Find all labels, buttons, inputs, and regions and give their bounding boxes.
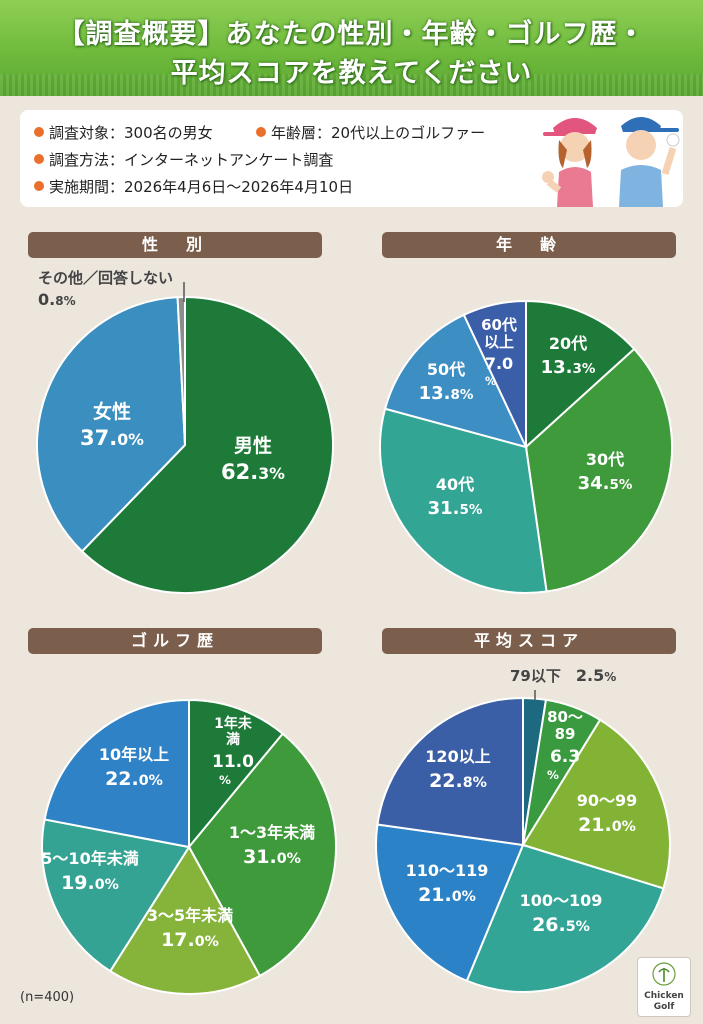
category-label: 10年以上: [99, 745, 169, 764]
pie-slice: [521, 718, 671, 890]
pie-chart-gender: 男性 62.3% 女性 37.0% その他／回答しない 0.8%: [36, 269, 334, 594]
value-label: 37.0%: [80, 426, 144, 450]
survey-target: 調査対象：300名の男女: [34, 122, 213, 143]
value-label: 21.0%: [578, 814, 636, 836]
survey-info-box: 調査対象：300名の男女 年齢層：20代以上のゴルファー 調査方法：インターネッ…: [20, 110, 683, 207]
category-label: 3〜5年未満: [147, 906, 233, 925]
category-label: 80〜 89: [547, 708, 583, 743]
value-label: 34.5%: [578, 473, 633, 494]
logo-text-line2: Golf: [654, 1002, 675, 1012]
category-label: 1年未満: [214, 715, 253, 748]
value-label: 7.0: [485, 354, 513, 373]
sample-size-note: (n=400): [20, 990, 75, 1005]
golfers-illustration: [542, 117, 680, 207]
page-title-line2: 平均スコアを教えてください: [170, 58, 533, 89]
category-label: 女性: [93, 400, 131, 423]
pie-slice: [465, 843, 665, 993]
value-label: 62.3%: [221, 460, 285, 484]
pie-slice: [176, 295, 186, 446]
pie-slice: [187, 732, 337, 978]
category-label: 110〜119: [406, 861, 489, 880]
pie-chart-golf-history: 1年未満 11.0% 1〜3年未満 31.0% 3〜5年未満 17.0% 5〜10年未満 19…: [41, 698, 337, 995]
category-label: 男性: [234, 434, 272, 457]
pie-chart-age: 20代 13.3% 30代 34.5% 40代 31.5% 50代 13.8% 60代以上 7.0…: [379, 299, 673, 594]
value-label: 6.3: [550, 747, 580, 767]
category-label: 5〜10年未満: [41, 849, 138, 868]
chicken-golf-logo: Chicken Golf: [637, 957, 691, 1017]
pie-slice: [188, 698, 285, 850]
section-title-average-score: 平均スコア: [382, 628, 676, 654]
value-label: 13.8%: [419, 383, 474, 404]
value-label: 13.3%: [541, 357, 596, 378]
value-label: 31.5%: [428, 498, 483, 519]
category-label: 90〜99: [577, 791, 638, 810]
category-label: 60代以上: [481, 316, 517, 351]
value-label: 19.0%: [61, 872, 119, 894]
pie-slice: [375, 823, 525, 983]
category-label: 40代: [436, 475, 474, 494]
value-label: 21.0%: [418, 884, 476, 906]
header-banner: 【調査概要】あなたの性別・年齢・ゴルフ歴・ 平均スコアを教えてください: [0, 0, 703, 96]
category-label: その他／回答しない: [38, 269, 173, 287]
pie-slice: [376, 696, 524, 847]
category-label: 120以上: [425, 747, 490, 766]
pie-slice: [41, 818, 191, 973]
logo-text-line1: Chicken: [644, 991, 684, 1001]
value-label: 11.0: [212, 752, 254, 772]
value-label: 22.0%: [105, 768, 163, 790]
survey-target-text: 調査対象：300名の男女: [49, 124, 213, 142]
page-title-line1: 【調査概要】あなたの性別・年齢・ゴルフ歴・: [57, 19, 646, 50]
pie-slice: [80, 295, 334, 594]
data-label: 79以下 2.5%: [510, 666, 616, 685]
bullet-icon: [34, 154, 44, 164]
bullet-icon: [34, 127, 44, 137]
pie-slice: [36, 296, 187, 553]
pie-chart-average-score: 79以下 2.5% 80〜 89 6.3% 90〜99 21.0% 100〜109 26.5%…: [375, 666, 671, 993]
value-label: 0.8%: [38, 290, 76, 309]
survey-period: 実施期間：2026年4月6日〜2026年4月10日: [34, 176, 353, 197]
value-label: 26.5%: [532, 914, 590, 936]
section-title-age: 年 齢: [382, 232, 676, 258]
value-label: 22.8%: [429, 770, 487, 792]
category-label: 30代: [586, 450, 624, 469]
bullet-icon: [256, 127, 266, 137]
percent-label: %: [485, 375, 496, 388]
bullet-icon: [34, 181, 44, 191]
pie-slice: [462, 299, 527, 448]
survey-age-range-text: 年齢層：20代以上のゴルファー: [271, 124, 486, 142]
pie-slice: [43, 698, 190, 849]
category-label: 50代: [427, 360, 465, 379]
section-title-gender: 性 別: [28, 232, 322, 258]
value-label: 17.0%: [161, 929, 219, 951]
survey-age-range: 年齢層：20代以上のゴルファー: [256, 122, 485, 143]
section-title-golf-history: ゴルフ歴: [28, 628, 322, 654]
pie-slice: [379, 407, 548, 594]
pie-slice: [525, 299, 636, 450]
category-label: 100〜109: [520, 891, 603, 910]
value-label: 31.0%: [243, 846, 301, 868]
pie-slice: [383, 313, 528, 449]
grass-texture: [0, 74, 703, 96]
percent-label: %: [219, 773, 231, 787]
survey-period-text: 実施期間：2026年4月6日〜2026年4月10日: [49, 178, 354, 196]
percent-label: %: [547, 768, 559, 782]
category-label: 20代: [549, 334, 587, 353]
pie-slice: [524, 347, 673, 593]
category-label: 1〜3年未満: [229, 823, 315, 842]
pie-slice: [108, 845, 262, 995]
logo-icon: Chicken Golf: [644, 962, 684, 1012]
survey-method: 調査方法：インターネットアンケート調査: [34, 149, 333, 170]
survey-method-text: 調査方法：インターネットアンケート調査: [49, 151, 334, 169]
